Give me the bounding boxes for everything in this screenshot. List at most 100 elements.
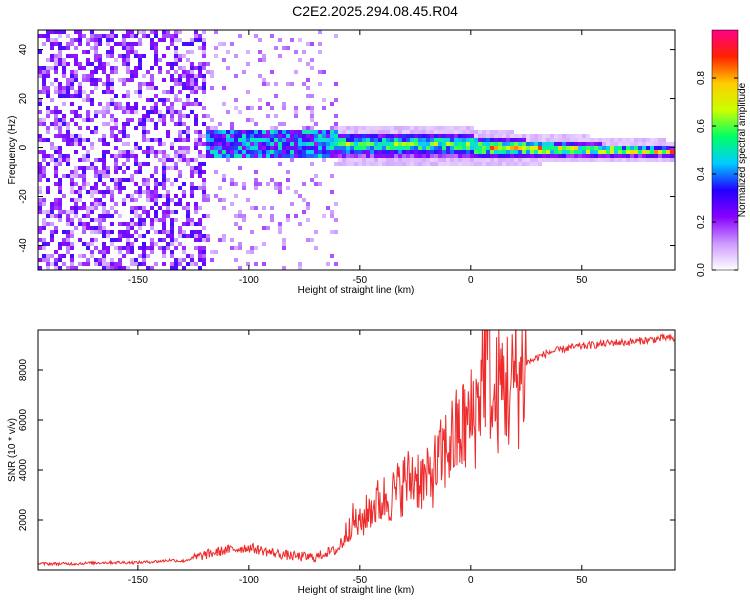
- spectrogram-cell: [146, 86, 150, 90]
- spectrogram-cell: [238, 150, 242, 154]
- spectrogram-cell: [322, 130, 326, 134]
- spectrogram-cell: [506, 138, 510, 142]
- spectrogram-cell: [38, 230, 42, 234]
- spectrogram-cell: [82, 146, 86, 150]
- spectrogram-cell: [102, 194, 106, 198]
- spectrogram-cell: [50, 98, 54, 102]
- spectrogram-cell: [98, 170, 102, 174]
- spectrogram-cell: [54, 134, 58, 138]
- spectrogram-cell: [78, 262, 82, 266]
- spectrogram-cell: [130, 154, 134, 158]
- spectrogram-cell: [126, 54, 130, 58]
- spectrogram-cell: [70, 266, 74, 270]
- spectrogram-cell: [98, 262, 102, 266]
- spectrogram-x-ticks: -150 -100 -50 0 50: [128, 30, 588, 286]
- spectrogram-cell: [654, 150, 658, 154]
- spectrogram-cell: [262, 138, 266, 142]
- spectrogram-cell: [182, 234, 186, 238]
- spectrogram-cell: [410, 150, 414, 154]
- spectrogram-cell: [162, 174, 166, 178]
- spectrogram-cell: [114, 162, 118, 166]
- spectrogram-cell: [90, 202, 94, 206]
- spectrogram-cell: [642, 138, 646, 142]
- spectrogram-cell: [334, 142, 338, 146]
- spectrogram-cell: [122, 198, 126, 202]
- spectrogram-cell: [294, 150, 298, 154]
- spectrogram-cell: [646, 142, 650, 146]
- spectrogram-cell: [550, 142, 554, 146]
- spectrogram-cell: [102, 258, 106, 262]
- spectrogram-cell: [174, 38, 178, 42]
- spectrogram-cell: [566, 154, 570, 158]
- spectrogram-cell: [494, 158, 498, 162]
- spectrogram-cell: [58, 94, 62, 98]
- spectrogram-cell: [70, 86, 74, 90]
- spectrogram-cell: [190, 78, 194, 82]
- spectrogram-cell: [50, 110, 54, 114]
- spectrogram-cell: [86, 50, 90, 54]
- spectrogram-cell: [358, 154, 362, 158]
- spectrogram-cell: [126, 102, 130, 106]
- spectrogram-cell: [494, 150, 498, 154]
- spectrogram-cell: [646, 150, 650, 154]
- spectrogram-cell: [290, 134, 294, 138]
- spectrogram-cell: [50, 202, 54, 206]
- spectrogram-cell: [478, 130, 482, 134]
- spectrogram-cell: [78, 222, 82, 226]
- spectrogram-cell: [162, 78, 166, 82]
- spectrogram-cell: [194, 118, 198, 122]
- spectrogram-cell: [162, 54, 166, 58]
- spectrogram-cell: [286, 186, 290, 190]
- spectrogram-cell: [306, 154, 310, 158]
- spectrogram-cell: [414, 154, 418, 158]
- spectrogram-cell: [266, 134, 270, 138]
- spectrogram-cell: [206, 114, 210, 118]
- spectrogram-cell: [462, 162, 466, 166]
- spectrogram-cell: [478, 158, 482, 162]
- spectrogram-cell: [66, 122, 70, 126]
- spectrogram-cell: [318, 50, 322, 54]
- spectrogram-cell: [578, 158, 582, 162]
- spectrogram-cell: [654, 146, 658, 150]
- spectrogram-cell: [190, 82, 194, 86]
- spectrogram-cell: [294, 70, 298, 74]
- spectrogram-cell: [274, 114, 278, 118]
- spectrogram-cell: [266, 138, 270, 142]
- spectrogram-cell: [194, 246, 198, 250]
- spectrogram-cell: [154, 190, 158, 194]
- spectrogram-cell: [166, 34, 170, 38]
- spectrogram-cell: [54, 66, 58, 70]
- spectrogram-cell: [634, 150, 638, 154]
- spectrogram-cell: [178, 146, 182, 150]
- spectrogram-cell: [78, 166, 82, 170]
- spectrogram-cell: [414, 130, 418, 134]
- spectrogram-cell: [46, 114, 50, 118]
- spectrogram-cell: [354, 134, 358, 138]
- spectrogram-cell: [58, 46, 62, 50]
- spectrogram-cell: [322, 98, 326, 102]
- snr-y-tick-label: 2000: [18, 508, 29, 531]
- spectrogram-cell: [38, 102, 42, 106]
- spectrogram-cell: [122, 82, 126, 86]
- spectrogram-cell: [478, 150, 482, 154]
- spectrogram-cell: [54, 70, 58, 74]
- spectrogram-cell: [106, 110, 110, 114]
- spectrogram-cell: [198, 154, 202, 158]
- spectrogram-cell: [290, 138, 294, 142]
- spectrogram-cell: [46, 210, 50, 214]
- spectrogram-cell: [318, 134, 322, 138]
- spectrogram-cell: [82, 154, 86, 158]
- spectrogram-cell: [82, 242, 86, 246]
- spectrogram-cell: [410, 138, 414, 142]
- spectrogram-cell: [622, 138, 626, 142]
- spectrogram-cell: [426, 162, 430, 166]
- spectrogram-cell: [198, 234, 202, 238]
- spectrogram-cell: [274, 138, 278, 142]
- spectrogram-cell: [626, 158, 630, 162]
- spectrogram-cell: [394, 142, 398, 146]
- spectrogram-cell: [74, 266, 78, 270]
- spectrogram-cell: [298, 38, 302, 42]
- spectrogram-cell: [466, 154, 470, 158]
- spectrogram-cell: [342, 126, 346, 130]
- spectrogram-cell: [190, 190, 194, 194]
